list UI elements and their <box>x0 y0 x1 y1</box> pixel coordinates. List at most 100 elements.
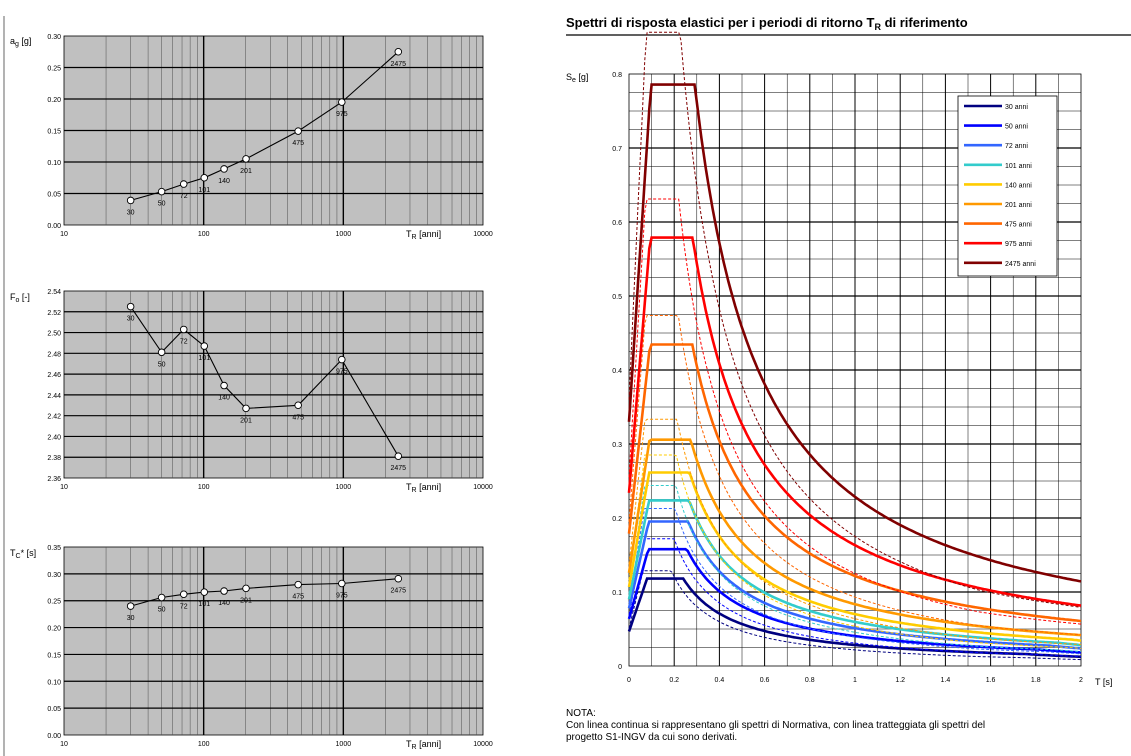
page-title: Spettri di risposta elastici per i perio… <box>566 15 968 32</box>
point-label: 30 <box>127 615 135 622</box>
x-axis-label: TR [anni] <box>406 739 441 751</box>
x-tick-label: 100 <box>198 484 210 491</box>
y-tick-label: 0.20 <box>47 97 61 104</box>
x-axis-label: TR [anni] <box>406 482 441 494</box>
note-line-2: progetto S1-INGV da cui sono derivati. <box>566 732 738 743</box>
point-label: 101 <box>198 355 210 362</box>
y-tick-label: 2.50 <box>47 331 61 338</box>
y-tick-label: 0.25 <box>47 599 61 606</box>
legend: 30 anni 50 anni 72 anni 101 anni 140 anni 201… <box>957 95 1058 277</box>
y-tick-label: 0.20 <box>47 626 61 633</box>
chart-fo: 2.36 2.38 2.40 2.42 2.44 2.46 2.48 2.50 2.52 2.54… <box>10 289 493 494</box>
x-tick-label: 2 <box>1079 677 1083 684</box>
data-point <box>338 579 346 588</box>
y-tick-label: 2.44 <box>47 393 61 400</box>
y-tick-label: 0.00 <box>47 223 61 230</box>
legend-label: 30 anni <box>1005 104 1028 111</box>
y-axis-label: Fo [-] <box>10 292 30 304</box>
point-label: 50 <box>158 606 166 613</box>
point-label: 30 <box>127 209 135 216</box>
point-label: 50 <box>158 201 166 208</box>
series-dashed-101-anni <box>628 485 1082 652</box>
point-label: 50 <box>158 361 166 368</box>
legend-label: 201 anni <box>1005 202 1032 209</box>
data-point <box>179 180 188 188</box>
data-point <box>200 173 209 182</box>
x-tick-label: 10 <box>60 741 68 748</box>
y-tick-label: 0.1 <box>612 590 622 597</box>
point-label: 975 <box>336 111 348 118</box>
point-label: 475 <box>292 140 304 147</box>
point-label: 140 <box>218 600 230 607</box>
x-tick-label: 1.2 <box>895 677 905 684</box>
note-heading: NOTA: <box>566 708 596 719</box>
y-tick-label: 0.5 <box>612 294 622 301</box>
point-label: 975 <box>336 369 348 376</box>
y-tick-label: 0.10 <box>47 160 61 167</box>
legend-label: 2475 anni <box>1005 261 1036 268</box>
point-label: 201 <box>240 597 252 604</box>
chart-ag: 0.00 0.05 0.10 0.15 0.20 0.25 0.30 10 100 1000 100… <box>10 34 493 241</box>
x-tick-label: 1000 <box>336 231 352 238</box>
series-dashed-975-anni <box>628 198 1082 625</box>
legend-label: 475 anni <box>1005 222 1032 229</box>
data-point <box>157 348 166 357</box>
x-tick-label: 100 <box>198 741 210 748</box>
y-tick-label: 0.30 <box>47 572 61 579</box>
data-point <box>394 574 403 583</box>
y-tick-label: 0.05 <box>47 706 61 713</box>
data-point <box>242 155 250 163</box>
y-tick-label: 0.35 <box>47 545 61 552</box>
x-tick-label: 1.8 <box>1031 677 1041 684</box>
x-tick-label: 0 <box>627 677 631 684</box>
data-point <box>157 187 166 196</box>
x-tick-label: 10 <box>60 231 68 238</box>
legend-label: 975 anni <box>1005 241 1032 248</box>
y-tick-label: 0.4 <box>612 368 622 375</box>
y-axis-label: Se [g] <box>566 72 588 84</box>
x-tick-label: 0.6 <box>760 677 770 684</box>
data-point <box>338 355 346 364</box>
series-dashed-475-anni <box>628 315 1082 636</box>
data-point <box>220 587 228 595</box>
y-axis-label: TC* [s] <box>10 548 36 560</box>
y-tick-label: 2.48 <box>47 351 61 358</box>
point-label: 201 <box>240 417 252 424</box>
x-tick-label: 0.4 <box>715 677 725 684</box>
x-tick-label: 10000 <box>473 741 493 748</box>
point-label: 140 <box>218 178 230 185</box>
series-line-140-anni <box>627 471 1082 642</box>
data-point <box>220 381 228 390</box>
data-point <box>242 404 250 413</box>
data-point <box>200 588 209 596</box>
x-tick-label: 10000 <box>473 484 493 491</box>
series-line-72-anni <box>627 520 1082 650</box>
data-point <box>126 302 135 311</box>
data-point <box>179 325 188 334</box>
data-point <box>126 602 135 610</box>
plot-area <box>63 290 484 479</box>
data-point <box>242 584 250 593</box>
series-dashed-201-anni <box>628 418 1082 646</box>
point-label: 101 <box>198 187 210 194</box>
x-tick-label: 10000 <box>473 231 493 238</box>
data-point <box>394 48 403 56</box>
data-point <box>220 165 228 173</box>
x-tick-label: 1000 <box>336 741 352 748</box>
data-point <box>338 98 346 106</box>
x-tick-label: 1000 <box>336 484 352 491</box>
x-tick-label: 10 <box>60 484 68 491</box>
legend-label: 101 anni <box>1005 163 1032 170</box>
data-point <box>294 401 302 410</box>
data-point <box>200 342 209 350</box>
y-tick-label: 0.10 <box>47 679 61 686</box>
note-line-1: Con linea continua si rappresentano gli … <box>566 720 986 731</box>
data-point <box>294 580 302 589</box>
y-tick-label: 0.15 <box>47 652 61 659</box>
point-label: 140 <box>218 395 230 402</box>
x-tick-label: 1.6 <box>986 677 996 684</box>
point-label: 201 <box>240 168 252 175</box>
y-tick-label: 2.42 <box>47 414 61 421</box>
